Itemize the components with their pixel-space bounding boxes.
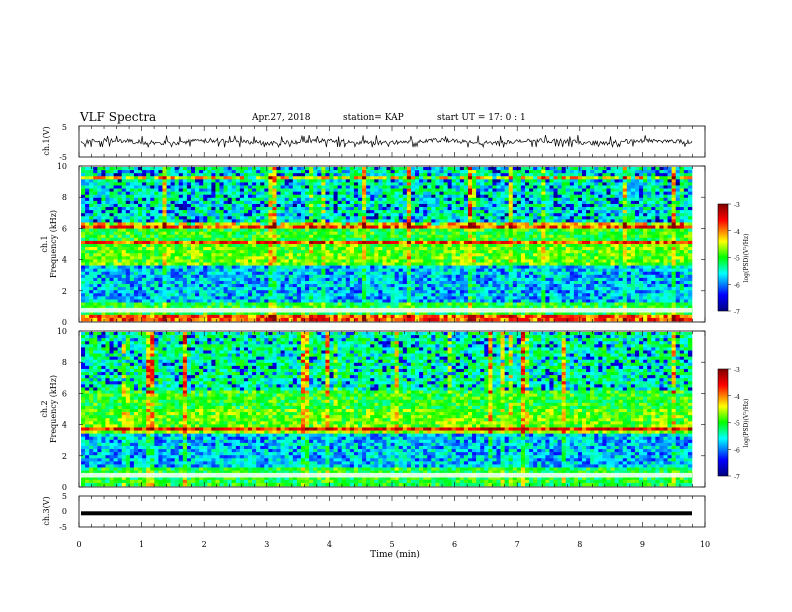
ch1-colorbar-ticks: -3 -4 -5 -6 -7 (728, 202, 740, 316)
colorbar-tick-label: -7 (734, 309, 740, 316)
colorbar-tick-label: -5 (734, 256, 740, 263)
x-tick-label: 9 (640, 540, 645, 549)
ch3-waveform-ylabel: ch.3(V) (42, 496, 51, 525)
colorbar-tick-label: -7 (734, 474, 740, 481)
ch1-ytick-5: 5 (62, 123, 67, 132)
x-axis-ticks (78, 126, 706, 527)
ch1-ytick-neg5: -5 (59, 153, 67, 162)
y-tick-label: 8 (62, 193, 67, 202)
date-label: Apr.27, 2018 (252, 113, 311, 123)
chart-title: VLF Spectra (80, 110, 157, 124)
x-tick-label: 2 (202, 540, 207, 549)
y-tick-label: 8 (62, 358, 67, 367)
x-tick-label: 10 (700, 540, 710, 549)
ch1-colorbar-label: log(PSD)(V²/Hz) (743, 234, 750, 283)
x-tick-label: 8 (577, 540, 582, 549)
ch2-spectrogram (81, 332, 693, 487)
ch3-ytick-neg5: -5 (59, 523, 67, 532)
colorbar-tick-label: -3 (734, 202, 740, 209)
x-axis-label: Time (min) (370, 549, 420, 560)
station-label: station= KAP (343, 113, 404, 123)
colorbar-tick-label: -6 (734, 282, 740, 289)
y-tick-label: 10 (57, 162, 67, 171)
ch1-spectrogram-ylabel-freq: Frequency (kHz) (49, 210, 58, 278)
ch3-waveform-line (81, 511, 692, 516)
ch1-colorbar (717, 203, 729, 312)
y-tick-label: 2 (62, 287, 67, 296)
y-tick-label: 2 (62, 452, 67, 461)
ch1-waveform-ylabel: ch.1(V) (42, 126, 51, 155)
y-tick-label: 0 (62, 483, 67, 492)
y-tick-label: 0 (62, 318, 67, 327)
ch2-spectrogram-ytick-labels: 0 2 4 6 8 10 (57, 327, 705, 492)
ch2-colorbar-ticks: -3 -4 -5 -6 -7 (728, 367, 740, 481)
colorbar-tick-label: -5 (734, 421, 740, 428)
ch1-waveform-line (80, 134, 693, 149)
ch3-ytick-0: 0 (62, 507, 67, 516)
ch2-colorbar-label: log(PSD)(V²/Hz) (743, 399, 750, 448)
x-tick-label: 7 (515, 540, 520, 549)
colorbar-tick-label: -6 (734, 447, 740, 454)
y-tick-label: 4 (62, 421, 67, 430)
ch2-colorbar (717, 368, 729, 477)
x-tick-label: 3 (264, 540, 269, 549)
ch1-spectrogram-ylabel-channel: ch.1 (40, 235, 49, 252)
start-time-label: start UT = 17: 0 : 1 (437, 113, 526, 123)
x-tick-label: 6 (452, 540, 457, 549)
y-tick-label: 6 (62, 389, 67, 398)
x-tick-label: 1 (139, 540, 144, 549)
colorbar-tick-label: -3 (734, 367, 740, 374)
ch1-spectrogram (81, 167, 693, 322)
ch2-spectrogram-ylabel-freq: Frequency (kHz) (49, 375, 58, 443)
y-tick-label: 10 (57, 327, 67, 336)
x-tick-label: 5 (389, 540, 394, 549)
y-tick-label: 4 (62, 256, 67, 265)
x-tick-label: 0 (76, 540, 81, 549)
ch1-spectrogram-ytick-labels: 0 2 4 6 8 10 (57, 162, 705, 327)
colorbar-tick-label: -4 (734, 394, 740, 401)
ch2-spectrogram-ylabel-channel: ch.2 (40, 400, 49, 417)
colorbar-tick-label: -4 (734, 229, 740, 236)
y-tick-label: 6 (62, 224, 67, 233)
x-axis-tick-labels: 0 1 2 3 4 5 6 7 8 9 10 (76, 540, 710, 549)
x-tick-label: 4 (327, 540, 332, 549)
ch3-ytick-5: 5 (62, 492, 67, 501)
